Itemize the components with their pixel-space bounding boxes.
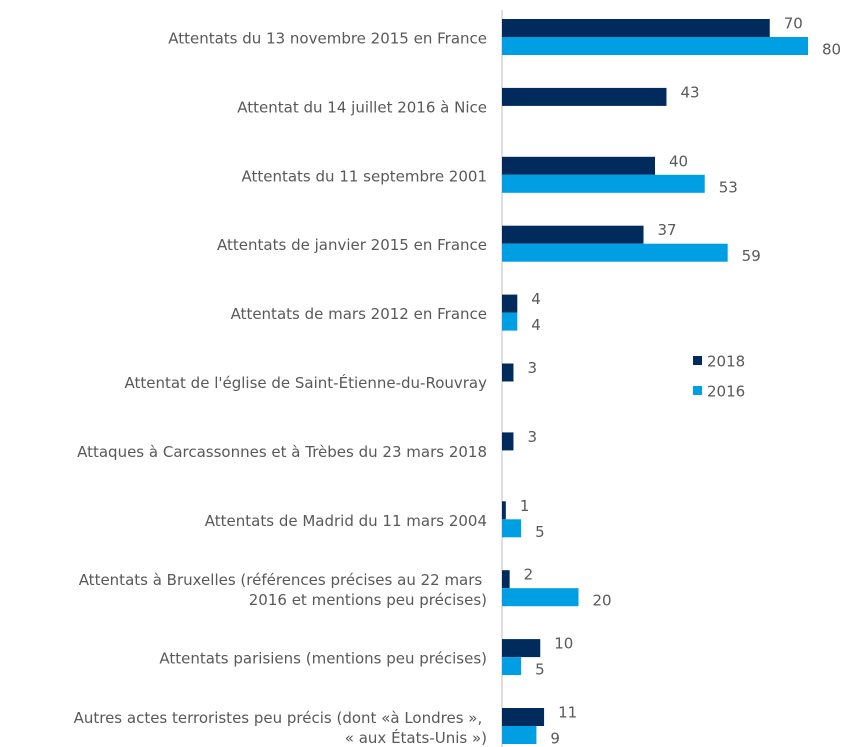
legend-swatch [693,356,702,365]
category-label: Autres actes terroristes peu précis (don… [74,709,487,747]
category-label: Attentat du 14 juillet 2016 à Nice [237,98,487,116]
legend-swatch [693,386,702,395]
bar [502,708,545,726]
category-label: Attaques à Carcassonnes et à Trèbes du 2… [77,443,487,461]
bar [502,657,522,676]
bar [502,501,506,520]
value-label: 5 [535,661,545,679]
bar [502,87,667,106]
value-label: 37 [658,221,677,239]
bar [502,312,518,331]
bar [502,519,522,538]
value-label: 10 [554,635,573,653]
value-label: 11 [558,704,577,722]
value-label: 43 [680,83,699,101]
bar [502,37,808,55]
bar [502,639,541,658]
category-label: Attentat de l'église de Saint-Étienne-du… [124,373,487,392]
value-label: 4 [531,316,541,334]
bar [502,243,728,262]
value-label: 80 [822,41,841,59]
category-label: Attentats de janvier 2015 en France [217,236,487,254]
category-label: Attentats à Bruxelles (références précis… [79,571,487,609]
value-label: 40 [669,152,688,170]
category-label: Attentats du 13 novembre 2015 en France [168,30,487,48]
value-label: 53 [719,178,738,196]
bar [502,726,537,744]
bar [502,432,514,451]
bar [502,570,510,589]
value-label: 3 [527,428,537,446]
bar [502,19,770,37]
value-label: 9 [550,730,560,747]
bar [502,588,579,607]
bar [502,363,514,382]
category-label: Attentats du 11 septembre 2001 [241,167,487,185]
category-label: Attentats de Madrid du 11 mars 2004 [205,512,487,530]
value-label: 1 [520,497,530,515]
value-label: 2 [524,566,534,584]
value-label: 59 [742,247,761,265]
bar [502,294,518,313]
bar [502,174,705,193]
value-label: 5 [535,523,545,541]
value-label: 4 [531,290,541,308]
legend-label: 2018 [707,353,745,371]
bar [502,225,644,244]
category-label: Attentats de mars 2012 en France [231,305,487,323]
value-label: 3 [527,359,537,377]
value-label: 70 [784,15,803,33]
legend-label: 2016 [707,383,745,401]
category-label: Attentats parisiens (mentions peu précis… [159,650,487,668]
bar [502,156,655,175]
value-label: 20 [593,592,612,610]
